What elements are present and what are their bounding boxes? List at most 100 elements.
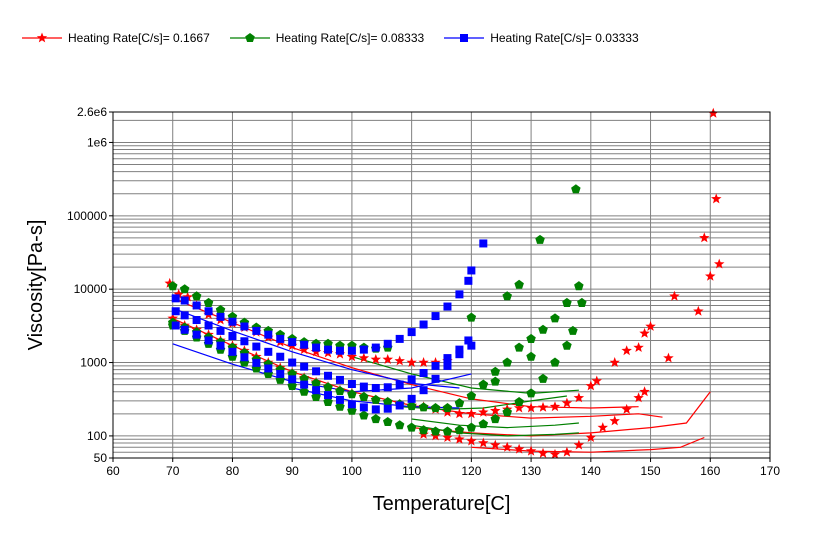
legend-marker: [460, 34, 469, 42]
series-2-point: [203, 297, 214, 307]
x-axis-title: Temperature[C]: [373, 493, 511, 515]
series-2-point: [535, 234, 545, 244]
series-1-point: [597, 422, 608, 432]
series-3-point: [443, 361, 452, 370]
series-1-point: [669, 290, 680, 301]
series-2-point: [562, 297, 572, 307]
series-1-point: [591, 375, 602, 386]
series-3-point: [264, 347, 273, 356]
series-3-point: [240, 353, 249, 362]
legend: Heating Rate[C/s]= 0.1667 Heating Rate[C/…: [20, 28, 657, 48]
series-3-point: [312, 343, 321, 352]
x-tick-label: 90: [286, 464, 300, 478]
series-2-point: [577, 297, 587, 307]
series-2-point: [179, 284, 190, 294]
series-3-point: [467, 341, 476, 350]
series-1-point: [708, 107, 719, 118]
series-3-point: [312, 386, 321, 395]
series-3-point: [359, 345, 368, 354]
series-3-point: [240, 322, 249, 331]
series-3-point: [443, 354, 452, 363]
series-3-point: [264, 330, 273, 339]
series-3-point: [467, 266, 476, 275]
series-3-point: [180, 296, 189, 305]
series-1-point: [621, 345, 632, 356]
series-1-point: [561, 446, 573, 457]
series-3-point: [288, 375, 297, 384]
x-tick-label: 160: [700, 464, 720, 478]
series-1-point: [609, 415, 620, 426]
series-2-point: [490, 376, 500, 386]
series-1-point: [490, 405, 501, 416]
legend-swatch: [229, 33, 270, 42]
series-2-point: [502, 407, 512, 417]
series-2-point: [323, 397, 333, 406]
series-3-point: [252, 326, 261, 335]
series-3-point: [455, 290, 464, 299]
series-1-point: [513, 402, 525, 413]
series-1-point: [454, 433, 465, 444]
series-2-point: [526, 351, 536, 361]
series-1-point: [711, 193, 722, 204]
series-1-point: [418, 357, 429, 367]
series-1-point: [537, 401, 549, 412]
series-2-point: [442, 403, 453, 413]
series-2-point: [311, 378, 321, 388]
series-2-point: [418, 402, 429, 412]
series-2-point: [454, 425, 465, 435]
series-2-point: [418, 425, 429, 435]
series-3-point: [288, 358, 297, 367]
series-2-point: [323, 382, 333, 392]
series-3-point: [171, 307, 180, 316]
series-2-point: [359, 391, 369, 401]
grid: [112, 112, 771, 459]
curve-layer: [172, 297, 711, 453]
series-2-point: [406, 422, 417, 432]
series-3-point: [324, 345, 333, 354]
series-1-point: [406, 357, 417, 367]
y-tick-label: 2.6e6: [77, 105, 107, 119]
series-1-point: [298, 344, 310, 355]
series-2-point: [571, 184, 581, 194]
series-1-point: [645, 321, 656, 331]
series-3-point: [324, 371, 333, 380]
series-3-point: [276, 352, 285, 361]
series-3-point: [455, 350, 464, 359]
series-3-point: [479, 239, 488, 248]
series-3-point: [407, 375, 416, 384]
x-tick-label: 170: [760, 464, 780, 478]
legend-item: Heating Rate[C/s]= 0.1667: [20, 31, 210, 45]
series-3-point: [407, 394, 416, 403]
series-3-point: [395, 380, 404, 389]
x-tick-label: 130: [521, 464, 541, 478]
legend-marker: [244, 33, 255, 42]
series-2-point: [538, 373, 548, 383]
series-2-point: [568, 325, 578, 335]
legend-label: Heating Rate[C/s]= 0.08333: [275, 31, 425, 45]
series-3-point: [419, 320, 428, 329]
legend-label: Heating Rate[C/s]= 0.03333: [490, 31, 639, 45]
series-2-point: [299, 386, 309, 396]
series-3-point: [276, 334, 285, 343]
series-2-point: [514, 342, 524, 352]
series-1-point: [573, 392, 585, 403]
series-2-point: [574, 281, 584, 291]
series-2-point: [550, 357, 560, 367]
series-2-point: [359, 410, 369, 420]
series-2-point: [299, 373, 309, 383]
series-2-point: [168, 281, 178, 291]
series-3-point: [335, 375, 344, 384]
y-tick-label: 10000: [74, 282, 108, 296]
series-2-point: [478, 379, 489, 389]
series-2-point: [526, 333, 536, 343]
series-3-point: [180, 311, 189, 320]
series-3-point: [180, 325, 189, 334]
series-1-point: [525, 402, 537, 413]
legend-item: Heating Rate[C/s]= 0.08333: [228, 31, 424, 45]
series-3-point: [359, 403, 368, 412]
series-3-point: [419, 386, 428, 395]
series-1-point: [705, 270, 716, 281]
series-1-point: [714, 258, 725, 269]
series-1-point: [173, 288, 184, 299]
y-tick-label: 1000: [80, 356, 107, 370]
